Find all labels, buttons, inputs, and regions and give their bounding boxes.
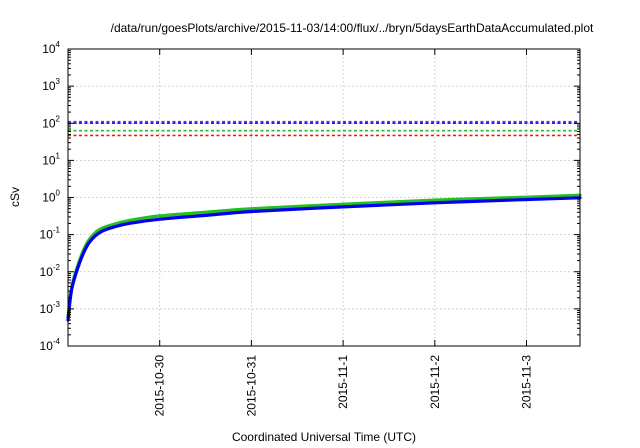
x-tick-label: 2015-11-3 bbox=[520, 355, 534, 409]
chart-title: /data/run/goesPlots/archive/2015-11-03/1… bbox=[111, 21, 594, 35]
y-axis-label: cSv bbox=[8, 187, 22, 207]
x-tick-label: 2015-10-30 bbox=[153, 355, 167, 417]
grid-lines bbox=[68, 49, 580, 346]
x-axis-label: Coordinated Universal Time (UTC) bbox=[232, 430, 416, 444]
series-group bbox=[66, 193, 582, 322]
reference-lines bbox=[68, 120, 580, 137]
axis-ticks bbox=[68, 48, 580, 347]
y-tick-label: 10-2 bbox=[40, 263, 61, 279]
y-tick-labels: 10-4 10-3 10-2 10-1 100 101 102 103 104 bbox=[40, 40, 61, 353]
y-tick-label: 10-3 bbox=[40, 300, 61, 316]
y-tick-label: 10-4 bbox=[40, 337, 61, 353]
y-tick-label: 102 bbox=[42, 114, 60, 130]
y-tick-label: 103 bbox=[42, 77, 60, 93]
x-tick-label: 2015-11-2 bbox=[428, 355, 442, 409]
x-tick-label: 2015-10-31 bbox=[244, 355, 258, 417]
x-tick-label: 2015-11-1 bbox=[336, 355, 350, 409]
series-line bbox=[66, 196, 582, 322]
x-tick-labels: 2015-10-30 2015-10-31 2015-11-1 2015-11-2 20… bbox=[153, 355, 534, 417]
y-tick-label: 100 bbox=[42, 189, 60, 205]
series-line bbox=[66, 193, 582, 319]
y-tick-label: 101 bbox=[42, 151, 60, 167]
y-tick-label: 10-1 bbox=[40, 226, 61, 242]
y-tick-label: 104 bbox=[42, 40, 60, 56]
